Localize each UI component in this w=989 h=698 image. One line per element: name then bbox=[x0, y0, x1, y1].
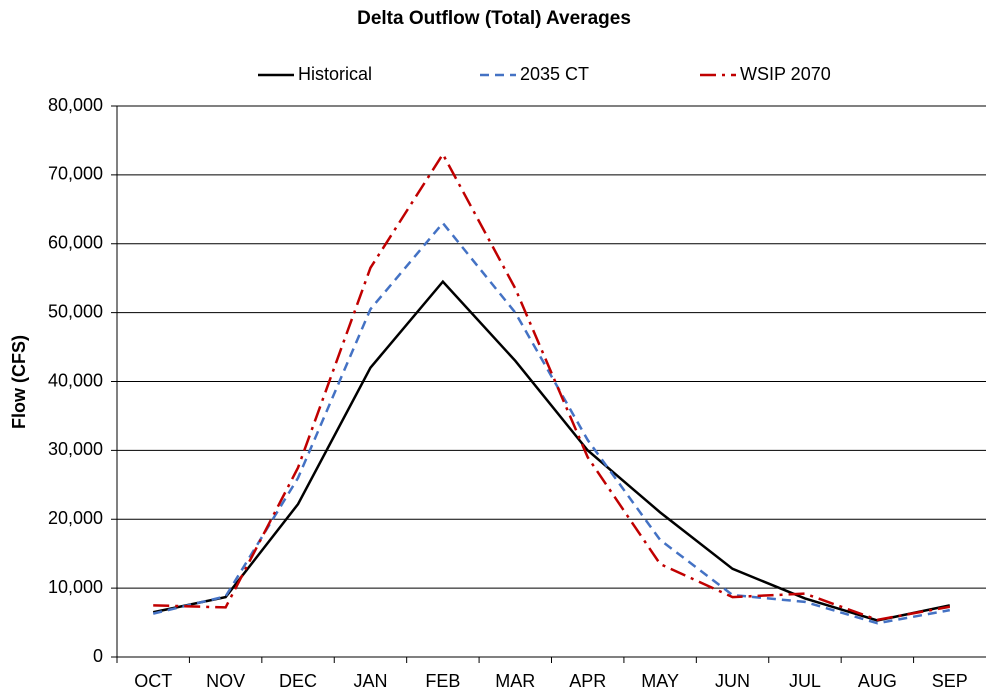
series-line bbox=[152, 221, 951, 625]
x-tick-label: FEB bbox=[425, 671, 460, 691]
legend-label: Historical bbox=[298, 64, 372, 84]
y-tick-label: 20,000 bbox=[48, 508, 103, 528]
x-tick-label: MAR bbox=[495, 671, 535, 691]
y-axis-title: Flow (CFS) bbox=[9, 335, 29, 429]
x-tick-label: APR bbox=[569, 671, 606, 691]
x-tick-label: JUN bbox=[715, 671, 750, 691]
x-tick-label: DEC bbox=[279, 671, 317, 691]
legend-label: WSIP 2070 bbox=[740, 64, 831, 84]
chart-title: Delta Outflow (Total) Averages bbox=[357, 8, 631, 29]
x-tick-label: AUG bbox=[858, 671, 897, 691]
y-tick-label: 40,000 bbox=[48, 370, 103, 390]
x-tick-label: JUL bbox=[789, 671, 821, 691]
x-tick-label: JAN bbox=[353, 671, 387, 691]
x-tick-label: SEP bbox=[932, 671, 968, 691]
y-tick-label: 60,000 bbox=[48, 233, 103, 253]
series-line bbox=[153, 151, 951, 622]
y-tick-label: 70,000 bbox=[48, 164, 103, 184]
x-tick-label: NOV bbox=[206, 671, 245, 691]
legend-label: 2035 CT bbox=[520, 64, 589, 84]
series-line bbox=[152, 279, 951, 622]
x-tick-label: OCT bbox=[134, 671, 172, 691]
y-tick-label: 80,000 bbox=[48, 95, 103, 115]
y-tick-label: 0 bbox=[93, 646, 103, 666]
y-tick-label: 30,000 bbox=[48, 439, 103, 459]
x-tick-label: MAY bbox=[641, 671, 679, 691]
y-tick-label: 10,000 bbox=[48, 577, 103, 597]
y-tick-label: 50,000 bbox=[48, 301, 103, 321]
